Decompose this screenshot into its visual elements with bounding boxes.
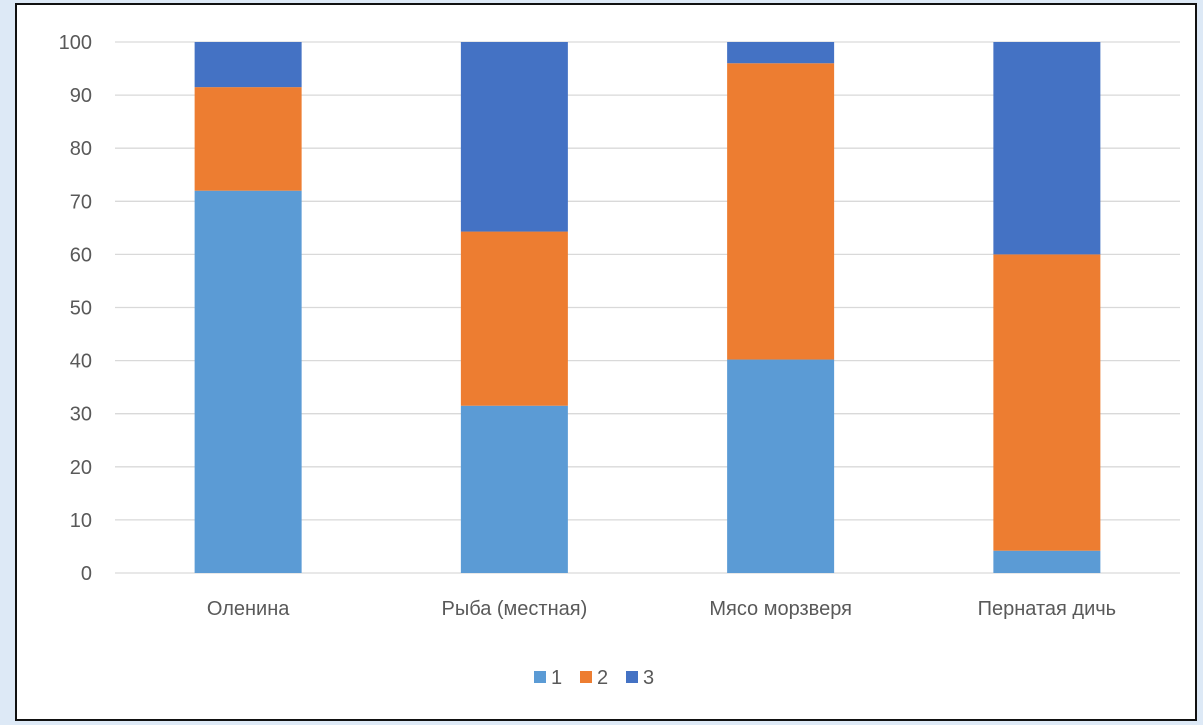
y-tick-label: 70 (70, 191, 92, 213)
y-tick-label: 10 (70, 510, 92, 532)
y-tick-label: 40 (70, 351, 92, 373)
y-tick-label: 80 (70, 138, 92, 160)
legend-swatch-2 (580, 671, 592, 683)
y-tick-label: 30 (70, 404, 92, 426)
bar-segment-series-2-cat-1 (460, 231, 568, 406)
bar-segment-series-3-cat-3 (993, 42, 1101, 255)
bar-segment-series-1-cat-0 (194, 190, 302, 573)
legend-label-1: 1 (551, 667, 562, 689)
legend-label-2: 2 (597, 667, 608, 689)
bar-segment-series-3-cat-0 (194, 42, 302, 88)
bar-segment-series-3-cat-2 (727, 42, 835, 64)
bar-segment-series-3-cat-1 (460, 42, 568, 232)
legend-swatch-1 (534, 671, 546, 683)
bar-segment-series-2-cat-2 (727, 63, 835, 360)
x-category-label: Рыба (местная) (442, 598, 588, 620)
bar-segment-series-1-cat-2 (727, 359, 835, 573)
y-tick-label: 20 (70, 457, 92, 479)
x-category-label: Пернатая дичь (978, 598, 1116, 620)
legend: 1 2 3 (534, 667, 654, 689)
bar-segment-series-2-cat-0 (194, 87, 302, 191)
x-category-label: Мясо морзверя (709, 598, 852, 620)
bar-segment-series-2-cat-3 (993, 254, 1101, 551)
bar-segment-series-1-cat-1 (460, 405, 568, 573)
bars (194, 42, 1101, 573)
y-tick-label: 60 (70, 244, 92, 266)
legend-label-3: 3 (643, 667, 654, 689)
y-tick-label: 100 (59, 32, 92, 54)
y-tick-label: 90 (70, 85, 92, 107)
legend-swatch-3 (626, 671, 638, 683)
y-axis: 0 10 20 30 40 50 60 70 80 90 100 (59, 32, 92, 585)
x-axis: Оленина Рыба (местная) Мясо морзверя Пернат… (207, 598, 1116, 620)
bar-segment-series-1-cat-3 (993, 550, 1101, 573)
y-tick-label: 0 (81, 563, 92, 585)
x-category-label: Оленина (207, 598, 290, 620)
y-tick-label: 50 (70, 298, 92, 320)
